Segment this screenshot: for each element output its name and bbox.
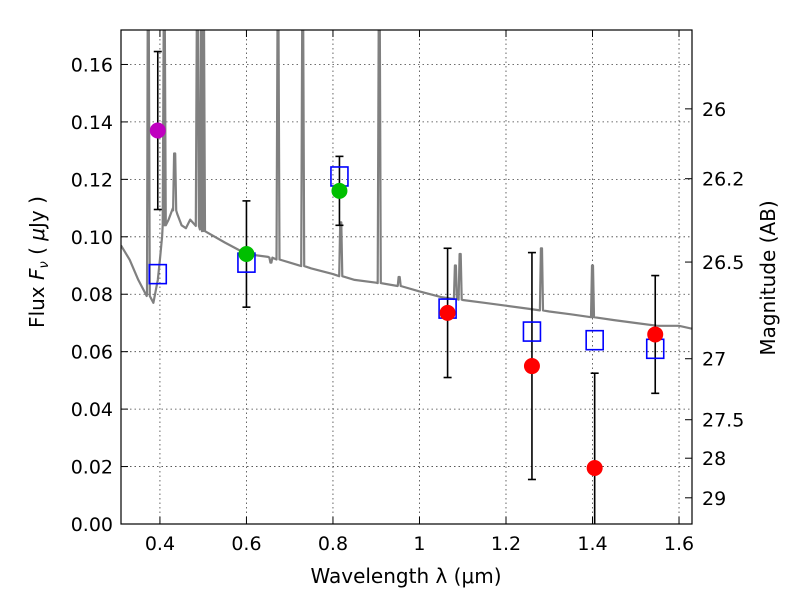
y-tick-label: 0.16 <box>71 54 113 76</box>
magnitude-axis-label: Magnitude (AB) <box>756 200 780 355</box>
y-tick-label: 0.00 <box>71 514 113 536</box>
observed-flux-point <box>647 326 664 343</box>
observed-flux-point <box>439 304 456 321</box>
x-tick-label: 0.6 <box>231 533 261 555</box>
x-tick-label: 1.4 <box>577 533 607 555</box>
x-tick-label: 0.4 <box>145 533 175 555</box>
x-tick-label: 1 <box>413 533 425 555</box>
magnitude-tick-label: 26.2 <box>702 169 744 191</box>
x-tick-label: 1.2 <box>491 533 521 555</box>
x-tick-label: 1.6 <box>664 533 694 555</box>
magnitude-tick-label: 27.5 <box>702 410 744 432</box>
observed-photometry-markers <box>149 122 664 476</box>
y-tick-label: 0.06 <box>71 342 113 364</box>
observed-flux-point <box>331 182 348 199</box>
model-spectrum-line <box>121 30 692 330</box>
x-tick-label: 0.8 <box>318 533 348 555</box>
magnitude-tick-label: 26.5 <box>702 252 744 274</box>
magnitude-tick-label: 29 <box>702 488 726 510</box>
model-photometry-square <box>585 329 604 351</box>
observed-flux-point <box>523 358 540 375</box>
y-axis-label: Flux Fν ( μJy ) <box>25 196 52 328</box>
model-photometry-markers <box>148 166 665 360</box>
magnitude-tick-label: 27 <box>702 349 726 371</box>
y-tick-label: 0.12 <box>71 169 113 191</box>
y-tick-label: 0.10 <box>71 227 113 249</box>
model-photometry-square <box>522 321 542 342</box>
magnitude-tick-label: 28 <box>702 448 726 470</box>
observed-flux-point <box>238 246 255 263</box>
magnitude-axis-ticks: 26 26.2 26.5 27 27.5 28 29 <box>685 99 744 510</box>
observed-flux-point <box>586 459 603 476</box>
plot-frame <box>120 29 693 525</box>
model-photometry-square <box>148 263 168 285</box>
observed-flux-point <box>149 122 166 139</box>
y-axis-ticks: 0.00 0.02 0.04 0.06 0.08 0.10 0.12 0.14 0.16 <box>71 54 128 536</box>
model-spectrum <box>121 30 692 330</box>
grid-lines <box>121 30 692 524</box>
y-tick-label: 0.14 <box>71 112 113 134</box>
x-axis-label: Wavelength λ (μm) <box>310 564 501 588</box>
magnitude-tick-label: 26 <box>702 99 726 121</box>
y-tick-label: 0.08 <box>71 284 113 306</box>
error-bars <box>153 50 660 524</box>
y-tick-label: 0.02 <box>71 457 113 479</box>
y-tick-label: 0.04 <box>71 399 113 421</box>
x-axis-ticks: 0.4 0.6 0.8 1 1.2 1.4 1.6 <box>145 30 694 555</box>
